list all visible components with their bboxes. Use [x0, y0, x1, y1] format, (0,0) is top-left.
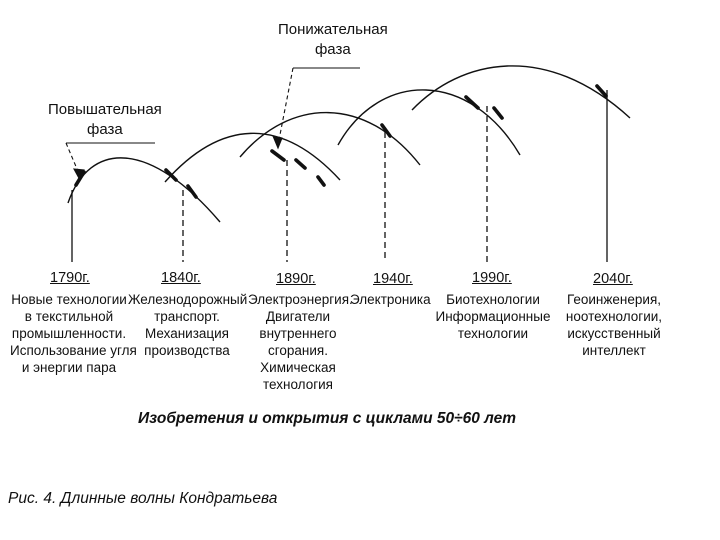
- downward-phase-line-2: фаза: [314, 41, 351, 58]
- marker-6: [316, 175, 326, 187]
- upward-phase-label: Повышательная фаза: [48, 100, 162, 140]
- figure-caption: Рис. 4. Длинные волны Кондратьева: [8, 490, 278, 507]
- desc-line: сгорания.: [268, 343, 328, 358]
- year-2040: 2040г.: [593, 271, 633, 287]
- axis-caption: Изобретения и открытия с циклами 50÷60 л…: [138, 410, 517, 427]
- downward-phase-line-1: Понижательная: [278, 21, 388, 38]
- desc-line: Использование угля: [10, 343, 137, 358]
- desc-line: ноотехнологии,: [565, 309, 663, 324]
- desc-line: Биотехнологии: [446, 292, 540, 307]
- wave-1: [67, 157, 221, 223]
- desc-line: Электроника: [350, 292, 431, 307]
- desc-line: Механизация: [145, 326, 229, 341]
- down-phase-arrowhead: [272, 135, 283, 150]
- desc-line: производства: [144, 343, 230, 358]
- period-1790-description: Новые технологии в текстильной промышлен…: [10, 291, 137, 376]
- period-1890-description: Электроэнергия. Двигатели внутреннего сг…: [248, 291, 353, 393]
- desc-line: промышленности.: [11, 326, 127, 341]
- desc-line: Железнодорожный: [128, 292, 248, 307]
- year-1790: 1790г.: [50, 270, 90, 286]
- marker-2: [164, 168, 178, 182]
- marker-4: [270, 149, 286, 162]
- marker-5: [294, 158, 307, 170]
- marker-9: [492, 106, 504, 120]
- wave-4: [337, 89, 521, 156]
- desc-line: Информационные: [435, 309, 551, 324]
- period-2040-description: Геоинженерия, ноотехнологии, искусственн…: [560, 291, 668, 359]
- marker-7: [380, 123, 392, 138]
- wave-2: [164, 132, 341, 183]
- period-1990-description: Биотехнологии Информационные технологии: [432, 291, 554, 342]
- desc-line: технологии: [457, 326, 529, 341]
- wave-3: [239, 111, 421, 166]
- period-1940-description: Электроника: [350, 291, 431, 308]
- desc-line: Геоинженерия,: [566, 292, 662, 307]
- year-1890: 1890г.: [276, 271, 316, 287]
- down-phase-pointer: [277, 67, 294, 146]
- desc-line: Двигатели: [265, 309, 331, 324]
- phase-pointers: [65, 67, 360, 182]
- marker-8: [464, 95, 480, 110]
- desc-line: искусственный: [567, 326, 661, 341]
- marker-3: [186, 184, 198, 199]
- downward-phase-label: Понижательная фаза: [278, 20, 388, 60]
- desc-line: транспорт.: [154, 309, 220, 324]
- period-lines: [71, 90, 608, 262]
- desc-line: технология: [263, 377, 333, 392]
- desc-line: Электроэнергия.: [248, 292, 353, 307]
- desc-line: и энергии пара: [21, 360, 117, 375]
- year-1990: 1990г.: [472, 270, 512, 286]
- desc-line: Химическая: [260, 360, 336, 375]
- upward-phase-line-2: фаза: [87, 121, 123, 138]
- desc-line: в текстильной: [24, 309, 114, 324]
- desc-line: внутреннего: [259, 326, 337, 341]
- period-1840-description: Железнодорожный транспорт. Механизация п…: [128, 291, 248, 359]
- wave-5: [411, 65, 631, 119]
- year-1840: 1840г.: [161, 270, 201, 286]
- marker-10: [595, 84, 608, 98]
- desc-line: Новые технологии: [11, 292, 127, 307]
- upward-phase-line-1: Повышательная: [48, 101, 162, 118]
- phase-markers: [74, 84, 608, 199]
- up-phase-arrowhead: [73, 168, 85, 182]
- desc-line: интеллект: [582, 343, 646, 358]
- year-1940: 1940г.: [373, 271, 413, 287]
- wave-curves: [67, 65, 631, 223]
